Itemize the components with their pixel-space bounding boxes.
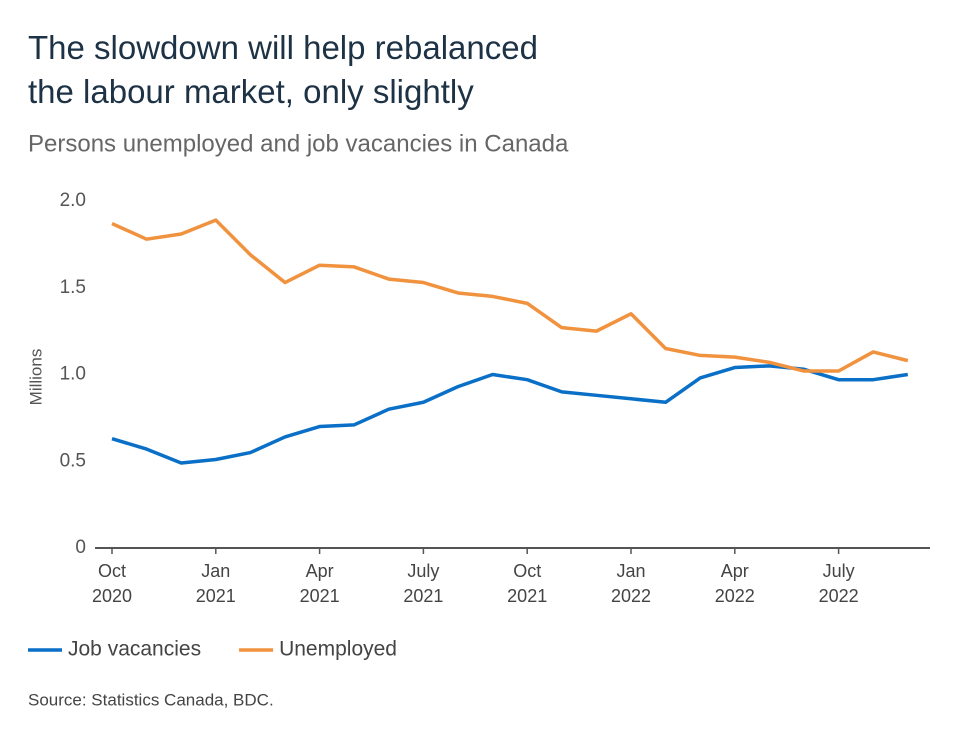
- x-tick-label: Jan 2021: [196, 561, 236, 606]
- chart-subtitle: Persons unemployed and job vacancies in …: [28, 130, 569, 157]
- legend-label: Job vacancies: [68, 638, 201, 661]
- source: Source: Statistics Canada, BDC.: [28, 690, 274, 709]
- line-series: [111, 364, 909, 465]
- x-tick-label: Apr 2022: [715, 561, 755, 606]
- x-tick-label: Oct 2020: [92, 561, 132, 606]
- y-axis-label: Millions: [26, 349, 45, 406]
- y-tick-label: 1.0: [60, 364, 86, 385]
- y-tick-label: 2.0: [60, 190, 86, 211]
- y-tick-label: 0: [75, 537, 86, 558]
- x-tick-label: Oct 2021: [507, 561, 547, 606]
- legend-label: Unemployed: [279, 638, 397, 661]
- x-tick-label: July 2021: [403, 561, 443, 606]
- x-tick-label: July 2022: [819, 561, 859, 606]
- chart-title: The slowdown will help rebalanced the lab…: [28, 29, 538, 110]
- y-tick-label: 0.5: [60, 450, 86, 471]
- x-tick-label: Apr 2021: [300, 561, 340, 606]
- y-tick-label: 1.5: [60, 277, 86, 298]
- x-tick-label: Jan 2022: [611, 561, 651, 606]
- line-series: [111, 218, 909, 373]
